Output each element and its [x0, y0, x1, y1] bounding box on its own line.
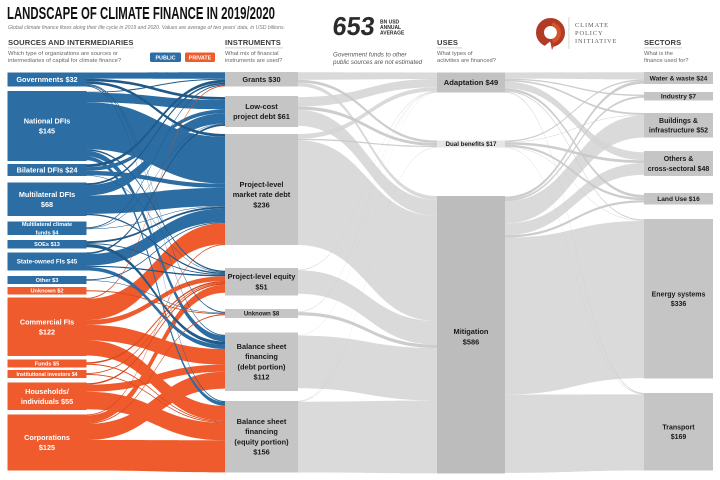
- svg-text:$122: $122: [39, 327, 55, 336]
- svg-text:SOURCES AND INTERMEDIARIES: SOURCES AND INTERMEDIARIES: [8, 38, 134, 47]
- svg-text:market rate debt: market rate debt: [233, 190, 291, 199]
- svg-text:CLIMATE: CLIMATE: [575, 22, 609, 29]
- svg-text:financing: financing: [245, 352, 278, 361]
- svg-text:Other $3: Other $3: [36, 278, 59, 284]
- svg-text:Transport: Transport: [662, 424, 695, 431]
- svg-text:USES: USES: [437, 38, 458, 47]
- svg-text:$236: $236: [253, 200, 269, 209]
- svg-text:Buildings &: Buildings &: [659, 118, 698, 125]
- svg-text:intermediaries of capital for: intermediaries of capital for climate fi…: [8, 58, 122, 64]
- svg-text:Institutional investors $4: Institutional investors $4: [16, 372, 77, 378]
- svg-text:Corporations: Corporations: [24, 433, 70, 442]
- svg-text:Bilateral DFIs $24: Bilateral DFIs $24: [17, 166, 79, 175]
- svg-text:What mix of financial: What mix of financial: [225, 51, 278, 57]
- svg-text:LANDSCAPE OF CLIMATE FINANCE I: LANDSCAPE OF CLIMATE FINANCE IN 2019/202…: [7, 3, 275, 23]
- svg-text:Multilateral DFIs: Multilateral DFIs: [19, 190, 75, 199]
- svg-text:instruments are used?: instruments are used?: [225, 58, 283, 64]
- svg-text:Commercial FIs: Commercial FIs: [20, 317, 74, 326]
- svg-text:$145: $145: [39, 127, 55, 136]
- svg-text:INSTRUMENTS: INSTRUMENTS: [225, 38, 281, 47]
- svg-text:SECTORS: SECTORS: [644, 38, 681, 47]
- svg-text:Multilateral climate: Multilateral climate: [22, 222, 72, 228]
- svg-text:What is the: What is the: [644, 51, 673, 57]
- svg-text:Governments $32: Governments $32: [16, 75, 77, 84]
- svg-text:(debt portion): (debt portion): [237, 362, 286, 371]
- svg-text:Low-cost: Low-cost: [245, 102, 278, 111]
- svg-text:activities are financed?: activities are financed?: [437, 58, 497, 64]
- svg-text:Water & waste $24: Water & waste $24: [650, 75, 708, 82]
- svg-text:Which type of organizations ar: Which type of organizations are sources …: [8, 51, 118, 57]
- svg-text:Dual benefits $17: Dual benefits $17: [446, 141, 497, 148]
- svg-text:SOEs $13: SOEs $13: [34, 242, 60, 248]
- svg-text:Energy systems: Energy systems: [652, 291, 706, 298]
- svg-text:AVERAGE: AVERAGE: [380, 30, 405, 36]
- svg-text:public sources are not estimat: public sources are not estimated: [332, 59, 423, 66]
- svg-text:$336: $336: [671, 301, 687, 308]
- svg-text:$68: $68: [41, 200, 53, 209]
- svg-text:$169: $169: [671, 434, 687, 441]
- svg-text:ANNUAL: ANNUAL: [380, 25, 401, 31]
- svg-text:Unknown $2: Unknown $2: [31, 289, 64, 295]
- svg-text:$125: $125: [39, 443, 55, 452]
- svg-text:653: 653: [331, 11, 376, 41]
- svg-text:Mitigation: Mitigation: [454, 327, 489, 336]
- svg-text:Balance sheet: Balance sheet: [237, 417, 287, 426]
- svg-text:Industry $7: Industry $7: [661, 94, 697, 101]
- svg-text:(equity portion): (equity portion): [234, 437, 289, 446]
- svg-text:Households/: Households/: [25, 387, 69, 396]
- svg-text:BN USD: BN USD: [380, 20, 400, 26]
- svg-text:POLICY: POLICY: [575, 30, 603, 37]
- svg-text:cross-sectoral $48: cross-sectoral $48: [648, 166, 710, 173]
- svg-text:Funds $5: Funds $5: [35, 362, 60, 368]
- svg-text:project debt $61: project debt $61: [233, 112, 290, 121]
- svg-text:$156: $156: [253, 448, 269, 457]
- svg-text:Government funds to other: Government funds to other: [333, 52, 408, 59]
- svg-text:financing: financing: [245, 427, 278, 436]
- svg-text:PRIVATE: PRIVATE: [189, 55, 212, 61]
- svg-text:funds $4: funds $4: [35, 230, 59, 236]
- svg-text:Project-level: Project-level: [240, 180, 284, 189]
- svg-text:Land Use $16: Land Use $16: [657, 196, 700, 203]
- svg-text:$112: $112: [253, 373, 269, 382]
- svg-text:What types of: What types of: [437, 51, 473, 57]
- svg-text:Project-level equity: Project-level equity: [228, 272, 297, 281]
- svg-text:$51: $51: [255, 282, 267, 291]
- svg-text:Balance sheet: Balance sheet: [237, 342, 287, 351]
- svg-text:Adaptation $49: Adaptation $49: [444, 78, 498, 87]
- svg-text:individuals $55: individuals $55: [21, 397, 73, 406]
- svg-text:$586: $586: [463, 337, 479, 346]
- svg-text:PUBLIC: PUBLIC: [155, 55, 175, 61]
- svg-text:Global climate finance flows a: Global climate finance flows along their…: [8, 25, 285, 31]
- svg-text:State-owned FIs $45: State-owned FIs $45: [17, 259, 78, 266]
- svg-text:infrastructure $52: infrastructure $52: [649, 128, 708, 135]
- svg-text:finance used for?: finance used for?: [644, 58, 689, 64]
- svg-text:National DFIs: National DFIs: [24, 117, 71, 126]
- svg-text:Unknown $8: Unknown $8: [244, 312, 280, 318]
- svg-text:Others &: Others &: [664, 156, 694, 163]
- svg-text:INITIATIVE: INITIATIVE: [575, 38, 617, 45]
- svg-text:Grants $30: Grants $30: [242, 75, 280, 84]
